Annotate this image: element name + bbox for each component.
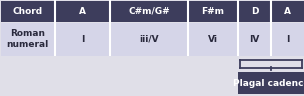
Text: C#m/G#: C#m/G# [128,7,170,15]
Text: iii/V: iii/V [139,34,159,43]
Text: Plagal cadence: Plagal cadence [233,79,304,87]
FancyBboxPatch shape [110,0,188,22]
Text: I: I [286,34,289,43]
Text: IV: IV [249,34,260,43]
FancyBboxPatch shape [56,22,109,55]
Text: D: D [251,7,258,15]
Text: A: A [79,7,86,15]
Text: Roman
numeral: Roman numeral [6,29,49,49]
FancyBboxPatch shape [110,22,188,55]
Text: I: I [81,34,84,43]
FancyBboxPatch shape [1,22,54,55]
Text: F#m: F#m [202,7,224,15]
FancyBboxPatch shape [238,72,304,94]
FancyBboxPatch shape [188,0,237,22]
FancyBboxPatch shape [271,22,303,55]
FancyBboxPatch shape [239,22,271,55]
FancyBboxPatch shape [239,0,271,22]
Text: Vi: Vi [208,34,218,43]
FancyBboxPatch shape [1,0,54,22]
Text: Chord: Chord [12,7,43,15]
FancyBboxPatch shape [271,0,303,22]
Text: A: A [284,7,291,15]
FancyBboxPatch shape [188,22,237,55]
FancyBboxPatch shape [56,0,109,22]
